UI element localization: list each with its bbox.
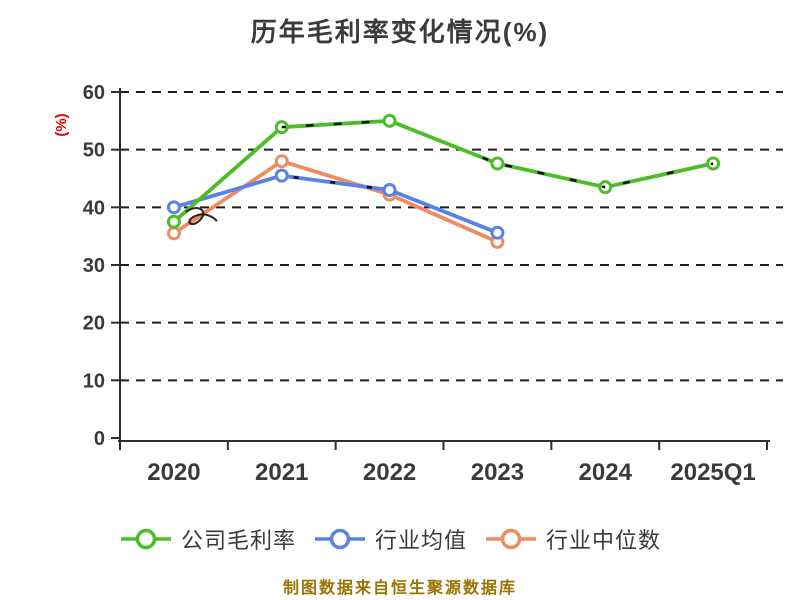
- legend-marker-icon: [486, 528, 537, 550]
- legend-label: 行业中位数: [546, 528, 662, 553]
- y-tick-label: 50: [83, 140, 105, 162]
- data-point-marker: [166, 226, 181, 241]
- x-tick-label: 2022: [363, 459, 416, 486]
- data-point-marker: [166, 200, 181, 215]
- line-artifact-squiggle: [185, 207, 218, 226]
- series-line-2: [171, 159, 500, 244]
- legend-label: 公司毛利率: [181, 528, 297, 553]
- y-tick-label: 10: [83, 370, 105, 392]
- data-point-marker: [274, 154, 289, 169]
- data-point-marker: [490, 225, 505, 240]
- legend: 公司毛利率 行业均值 行业中位数: [120, 524, 661, 554]
- data-point-marker: [274, 168, 289, 183]
- data-point-marker: [382, 183, 397, 198]
- y-tick-label: 0: [94, 428, 105, 450]
- legend-item-industry-average[interactable]: 行业均值: [314, 523, 467, 555]
- legend-item-industry-median[interactable]: 行业中位数: [485, 523, 661, 555]
- x-tick-label: 2024: [579, 459, 633, 486]
- y-tick-label: 60: [83, 82, 105, 104]
- legend-marker-icon: [315, 528, 366, 550]
- x-tick-label: 2021: [255, 459, 308, 486]
- series-dash-overlay: [281, 174, 390, 192]
- y-tick-label: 20: [83, 313, 105, 335]
- x-tick-label: 2025Q1: [670, 459, 755, 486]
- legend-marker-icon: [121, 528, 171, 550]
- series-dash-overlay: [281, 119, 390, 129]
- series-dash-overlay: [604, 162, 714, 189]
- chart-title: 历年毛利率变化情况(%): [250, 17, 550, 47]
- x-tick-label: 2023: [471, 459, 524, 486]
- x-tick-label: 2020: [147, 459, 200, 486]
- y-tick-label: 40: [83, 197, 105, 219]
- series-line-1: [171, 173, 500, 235]
- legend-item-company-margin[interactable]: 公司毛利率: [120, 523, 296, 555]
- data-point-marker: [166, 214, 181, 229]
- legend-label: 行业均值: [375, 528, 468, 553]
- data-source-note: 制图数据来自恒生聚源数据库: [282, 580, 517, 597]
- y-tick-label: 30: [83, 255, 105, 277]
- data-point-marker: [490, 156, 505, 171]
